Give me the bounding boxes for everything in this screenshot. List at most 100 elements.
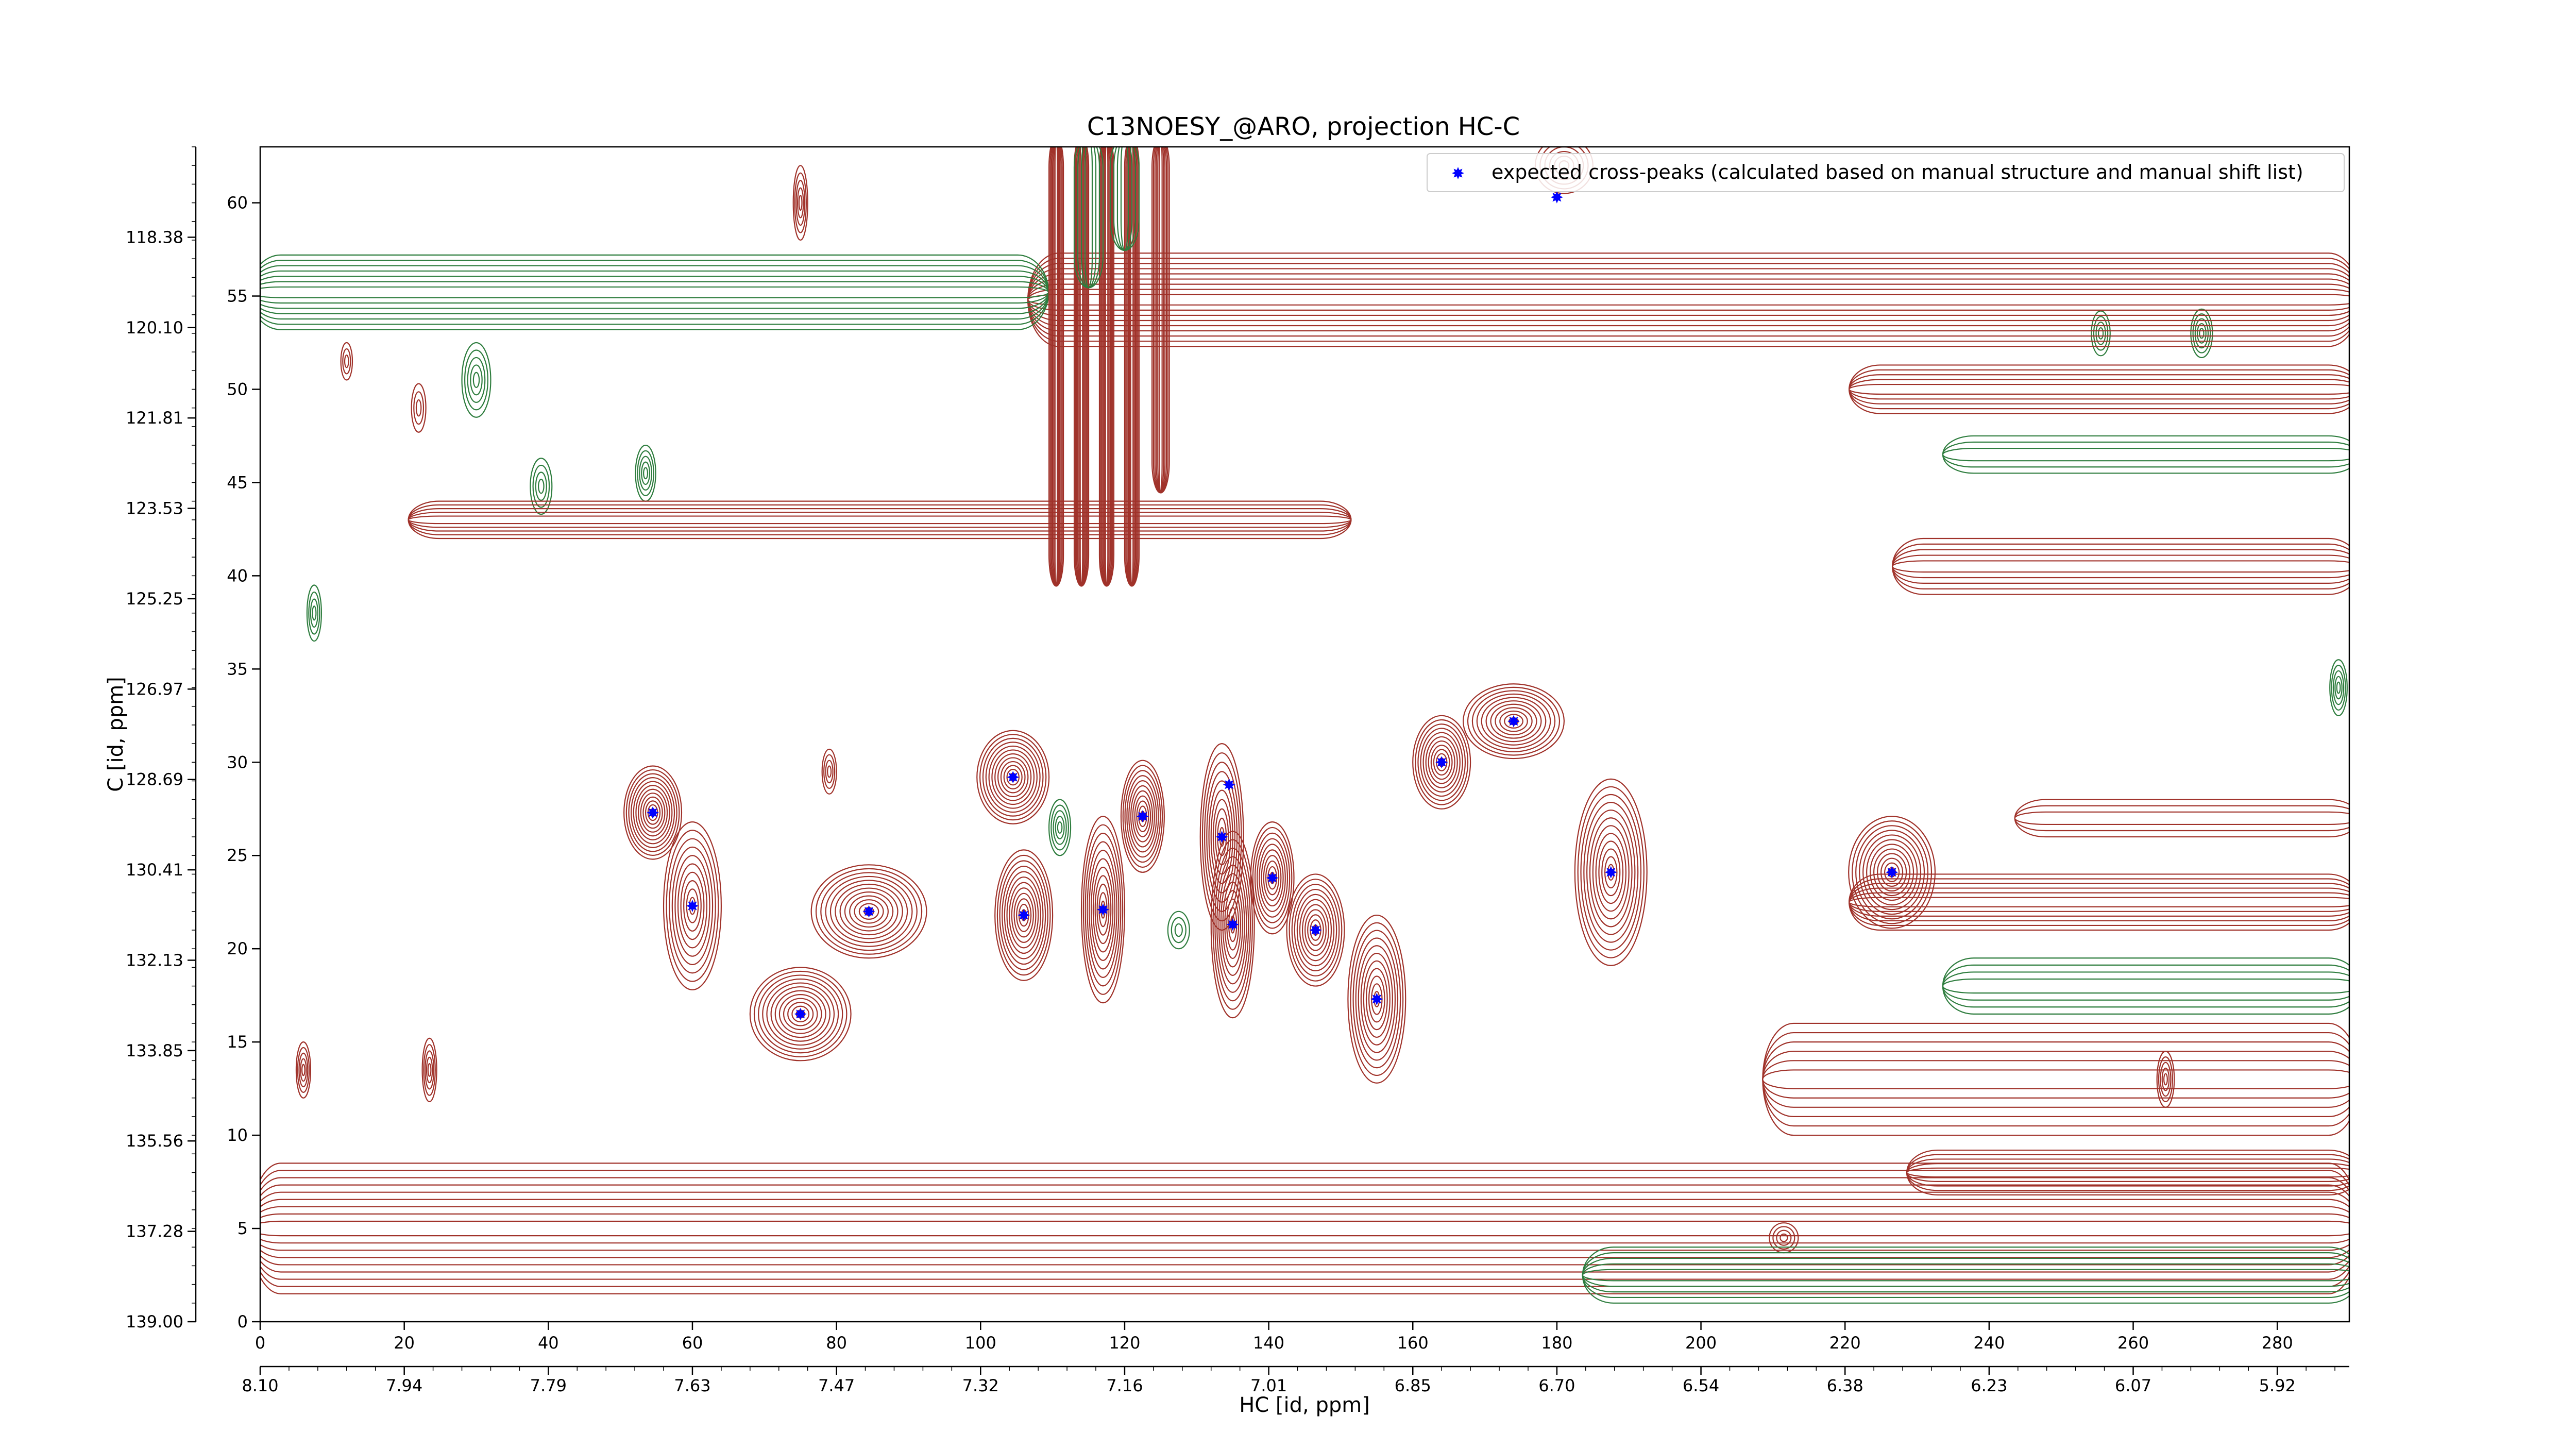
contour-ring	[825, 760, 834, 784]
contour-ring	[1577, 786, 1645, 958]
contour-ring	[1109, 147, 1140, 251]
vertical-contour	[1109, 147, 1140, 251]
contour-ring	[340, 342, 353, 381]
contour-ring	[1259, 844, 1286, 912]
contour-ring	[1089, 849, 1117, 970]
peak-contour	[810, 864, 927, 959]
expected-peak-marker	[1226, 918, 1239, 931]
contour-ring	[642, 796, 663, 829]
contour-ring	[535, 471, 547, 501]
x-tick-label: 160	[1397, 1333, 1429, 1353]
contour-ring	[666, 830, 719, 982]
x-ppm-tick-label: 6.85	[1395, 1376, 1431, 1395]
contour-ring	[1595, 833, 1626, 912]
contour-ring	[988, 745, 1038, 809]
contour-ring	[1204, 762, 1240, 912]
contour-ring	[260, 1177, 2349, 1280]
contour-ring	[641, 461, 651, 485]
contour-ring	[2192, 313, 2211, 353]
contour-ring	[749, 967, 852, 1062]
contour-ring	[415, 399, 422, 417]
contour-ring	[794, 172, 807, 233]
y-ppm-tick-label: 133.85	[126, 1041, 183, 1060]
contour-ring	[1363, 960, 1391, 1038]
contour-ring	[1220, 873, 1245, 976]
y-tick-label: 5	[238, 1219, 248, 1238]
contour-ring	[1463, 683, 1565, 760]
streak-contour	[1906, 1149, 2349, 1195]
contour-ring	[635, 785, 670, 840]
x-ppm-tick-label: 7.47	[818, 1376, 855, 1395]
contour-ring	[1094, 875, 1112, 945]
contour-ring	[1002, 865, 1046, 965]
contour-ring	[810, 864, 927, 959]
contour-ring	[1586, 810, 1636, 935]
contour-ring	[663, 821, 722, 990]
y-tick-label: 55	[227, 287, 248, 306]
contour-ring	[1254, 832, 1291, 923]
contour-ring	[674, 855, 710, 957]
y-ppm-tick-label: 126.97	[126, 679, 183, 699]
contour-ring	[1004, 871, 1044, 959]
x-tick-label: 60	[682, 1333, 703, 1353]
streak-contour	[1849, 873, 2349, 931]
contour-ring	[1084, 833, 1122, 987]
contour-ring	[1132, 790, 1154, 843]
x-tick-label: 100	[965, 1333, 996, 1353]
streak-contour	[1762, 1022, 2349, 1136]
contour-ring	[1428, 740, 1455, 784]
contour-ring	[1073, 147, 1104, 289]
contour-ring	[1091, 858, 1115, 961]
peak-contour	[1347, 914, 1406, 1084]
contour-ring	[1412, 715, 1471, 810]
streak-contour	[1027, 252, 2349, 347]
contour-ring	[1942, 435, 2349, 474]
peak-contour	[306, 584, 322, 642]
contour-ring	[1347, 914, 1406, 1084]
peak-contour	[2190, 308, 2213, 359]
contour-ring	[297, 1047, 310, 1093]
contour-ring	[798, 194, 803, 211]
contour-ring	[260, 1199, 2349, 1258]
contour-ring	[849, 895, 889, 928]
contour-ring	[1092, 866, 1114, 953]
contour-ring	[1128, 780, 1157, 853]
contour-ring	[2194, 318, 2209, 349]
expected-peak-marker	[647, 806, 659, 819]
contour-ring	[1589, 817, 1633, 928]
vertical-contour	[1151, 147, 1170, 494]
contour-ring	[2336, 681, 2341, 694]
contour-ring	[2334, 676, 2343, 700]
expected-peak-marker	[1018, 909, 1030, 921]
contour-ring	[1762, 1022, 2349, 1136]
contour-ring	[827, 765, 832, 778]
contour-ring	[835, 883, 903, 939]
contour-ring	[260, 1170, 2349, 1287]
y-tick-label: 25	[227, 846, 248, 865]
peak-contour	[530, 458, 553, 515]
contour-ring	[1304, 909, 1327, 951]
contour-ring	[2160, 1062, 2172, 1097]
y-tick-label: 60	[227, 193, 248, 213]
contour-ring	[2161, 1067, 2170, 1091]
contour-ring	[1849, 873, 2349, 931]
x-axis-label: HC [id, ppm]	[1239, 1393, 1370, 1417]
x-ppm-tick-label: 7.01	[1250, 1376, 1287, 1395]
peak-contour	[749, 967, 852, 1062]
contour-ring	[1289, 879, 1343, 982]
contour-ring	[1906, 1149, 2349, 1195]
contour-ring	[758, 974, 843, 1054]
contour-ring	[680, 871, 705, 940]
contour-ring	[1009, 882, 1039, 949]
expected-peak-marker	[686, 900, 699, 912]
contour-ring	[1055, 816, 1065, 839]
y-axis-ppm: 139.00 137.28 135.56 133.85 132.13 130.41 128.…	[126, 146, 196, 1332]
vertical-contour	[1098, 147, 1115, 587]
contour-ring	[1286, 873, 1345, 987]
contour-ring	[2091, 310, 2111, 357]
contour-ring	[260, 1206, 2349, 1251]
contour-ring	[2095, 322, 2106, 345]
contour-ring	[1120, 760, 1165, 873]
contour-ring	[2331, 664, 2346, 711]
